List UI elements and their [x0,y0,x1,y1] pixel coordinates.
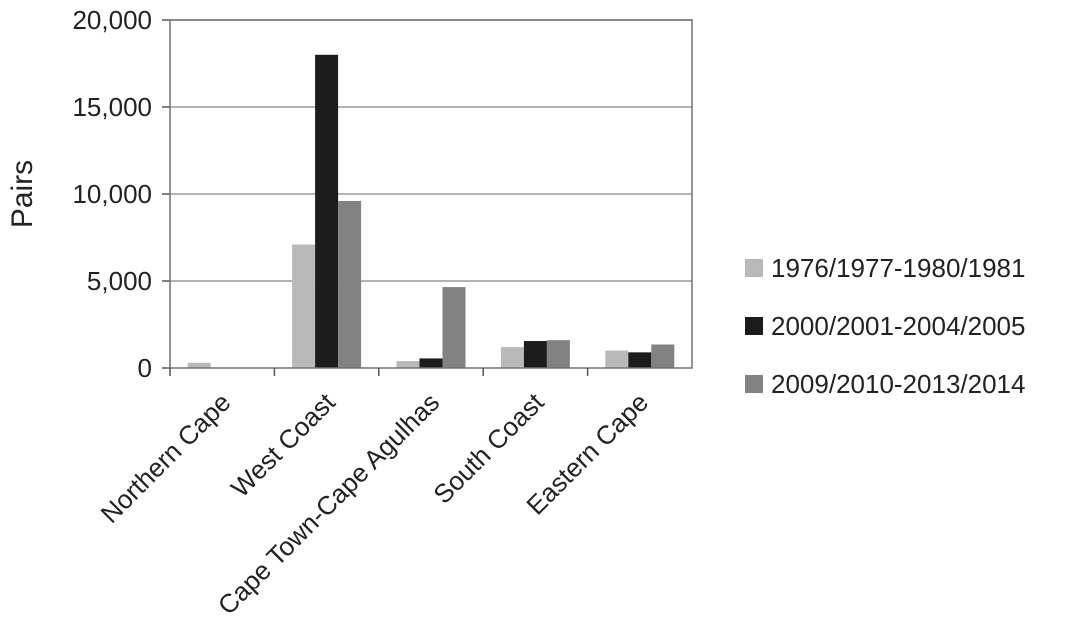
legend-swatch [745,317,763,335]
bar-3-2 [338,200,362,368]
plot-frame [169,19,693,369]
y-tick-label: 20,000 [72,5,152,35]
gridlines [170,19,692,282]
bar-1-5 [605,350,629,368]
legend-label: 2009/2010-2013/2014 [771,369,1025,399]
y-tick-label: 15,000 [72,92,152,122]
y-tick-label: 0 [138,353,152,383]
y-axis-label: Pairs [6,160,39,228]
legend-swatch [745,259,763,277]
y-tick-label: 10,000 [72,179,152,209]
legend-swatch [745,375,763,393]
y-tick-labels: 0 5,000 10,000 15,000 20,000 [72,5,152,383]
bar-2-3 [419,358,443,368]
legend-label: 1976/1977-1980/1981 [771,253,1025,283]
bar-3-4 [546,340,570,368]
axes [162,19,693,376]
bar-1-1 [187,362,211,368]
category-label: Cape Town-Cape Agulhas [212,387,445,620]
category-label: Northern Cape [95,387,237,529]
legend: 1976/1977-1980/1981 2000/2001-2004/2005 20… [745,253,1025,399]
bar-2-5 [628,352,652,368]
bar-1-4 [500,347,524,368]
bar-3-5 [651,344,675,368]
bar-2-2 [315,54,339,369]
bar-2-4 [523,341,547,368]
bars [187,54,675,369]
bar-1-3 [396,361,420,368]
bar-3-3 [442,287,466,368]
legend-label: 2000/2001-2004/2005 [771,311,1025,341]
y-tick-label: 5,000 [87,266,152,296]
bar-1-2 [292,244,316,368]
category-label: West Coast [225,386,341,502]
